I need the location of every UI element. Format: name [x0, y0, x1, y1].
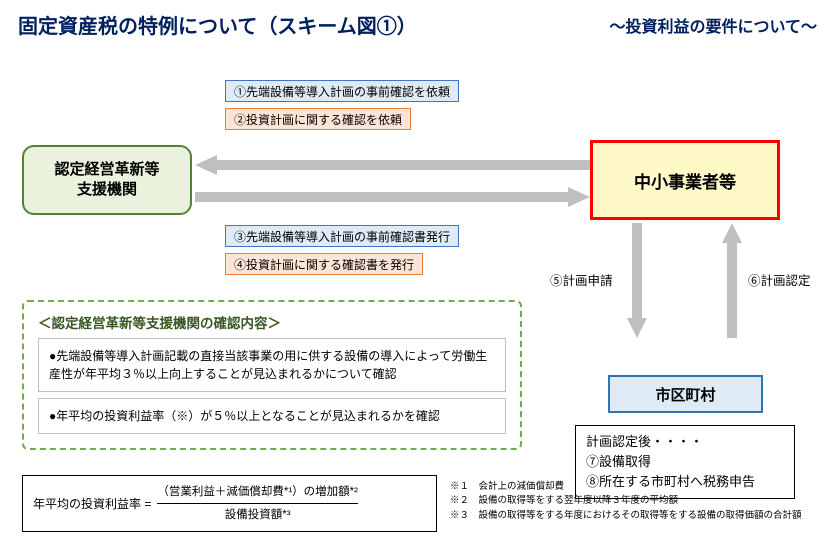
entity-city: 市区町村 — [608, 375, 763, 413]
header: 固定資産税の特例について（スキーム図①） ～投資利益の要件について～ — [0, 0, 835, 45]
arrow-right — [195, 185, 590, 209]
footnote-2: ※２ 設備の取得等をする翌年度以降３年度の平均額 — [450, 494, 802, 508]
flow-step-4: ④投資計画に関する確認書を発行 — [225, 253, 423, 275]
lower-area: ＜認定経営革新等支援機関の確認内容＞ ●先端設備等導入計画記載の直接当該事業の用… — [0, 300, 835, 555]
confirm-contents-box: ＜認定経営革新等支援機関の確認内容＞ ●先端設備等導入計画記載の直接当該事業の用… — [22, 300, 522, 450]
entity-sme-label: 中小事業者等 — [634, 168, 736, 193]
page-subtitle: ～投資利益の要件について～ — [609, 13, 817, 37]
formula-box: 年平均の投資利益率 = （営業利益＋減価償却費*¹）の増加額*² 設備投資額*³ — [22, 475, 437, 532]
entity-support-org-label: 認定経営革新等 支援機関 — [54, 160, 159, 201]
arrow-left — [195, 153, 590, 177]
flow-step-5: ⑤計画申請 — [550, 270, 613, 289]
flow-step-6: ⑥計画認定 — [748, 270, 811, 289]
formula-numerator: （営業利益＋減価償却費*¹）の増加額*² — [157, 484, 358, 503]
entity-city-label: 市区町村 — [655, 384, 715, 405]
formula-lhs: 年平均の投資利益率 = — [33, 495, 151, 512]
diagram-area: ①先端設備等導入計画の事前確認を依頼 ②投資計画に関する確認を依頼 認定経営革新… — [0, 45, 835, 300]
entity-support-org: 認定経営革新等 支援機関 — [22, 145, 192, 215]
after-line-1: 計画認定後・・・・ — [586, 432, 784, 452]
confirm-bullet-2: ●年平均の投資利益率（※）が５％以上となることが見込まれるかを確認 — [38, 398, 506, 434]
entity-sme: 中小事業者等 — [590, 140, 780, 220]
flow-step-3: ③先端設備等導入計画の事前確認書発行 — [225, 225, 459, 247]
confirm-title: ＜認定経営革新等支援機関の確認内容＞ — [38, 312, 506, 332]
confirm-bullet-1: ●先端設備等導入計画記載の直接当該事業の用に供する設備の導入によって労働生産性が… — [38, 338, 506, 392]
flow-step-2: ②投資計画に関する確認を依頼 — [225, 108, 411, 130]
after-line-2: ⑦設備取得 — [586, 452, 784, 472]
formula-fraction: （営業利益＋減価償却費*¹）の増加額*² 設備投資額*³ — [157, 484, 358, 523]
flow-step-1: ①先端設備等導入計画の事前確認を依頼 — [225, 80, 459, 102]
footnote-1: ※１ 会計上の減価償却費 — [450, 480, 802, 494]
footnote-3: ※３ 設備の取得等をする年度におけるその取得等をする設備の取得価額の合計額 — [450, 509, 802, 523]
page-title: 固定資産税の特例について（スキーム図①） — [18, 10, 417, 39]
footnotes: ※１ 会計上の減価償却費 ※２ 設備の取得等をする翌年度以降３年度の平均額 ※３… — [450, 480, 802, 523]
formula-denominator: 設備投資額*³ — [157, 503, 358, 523]
